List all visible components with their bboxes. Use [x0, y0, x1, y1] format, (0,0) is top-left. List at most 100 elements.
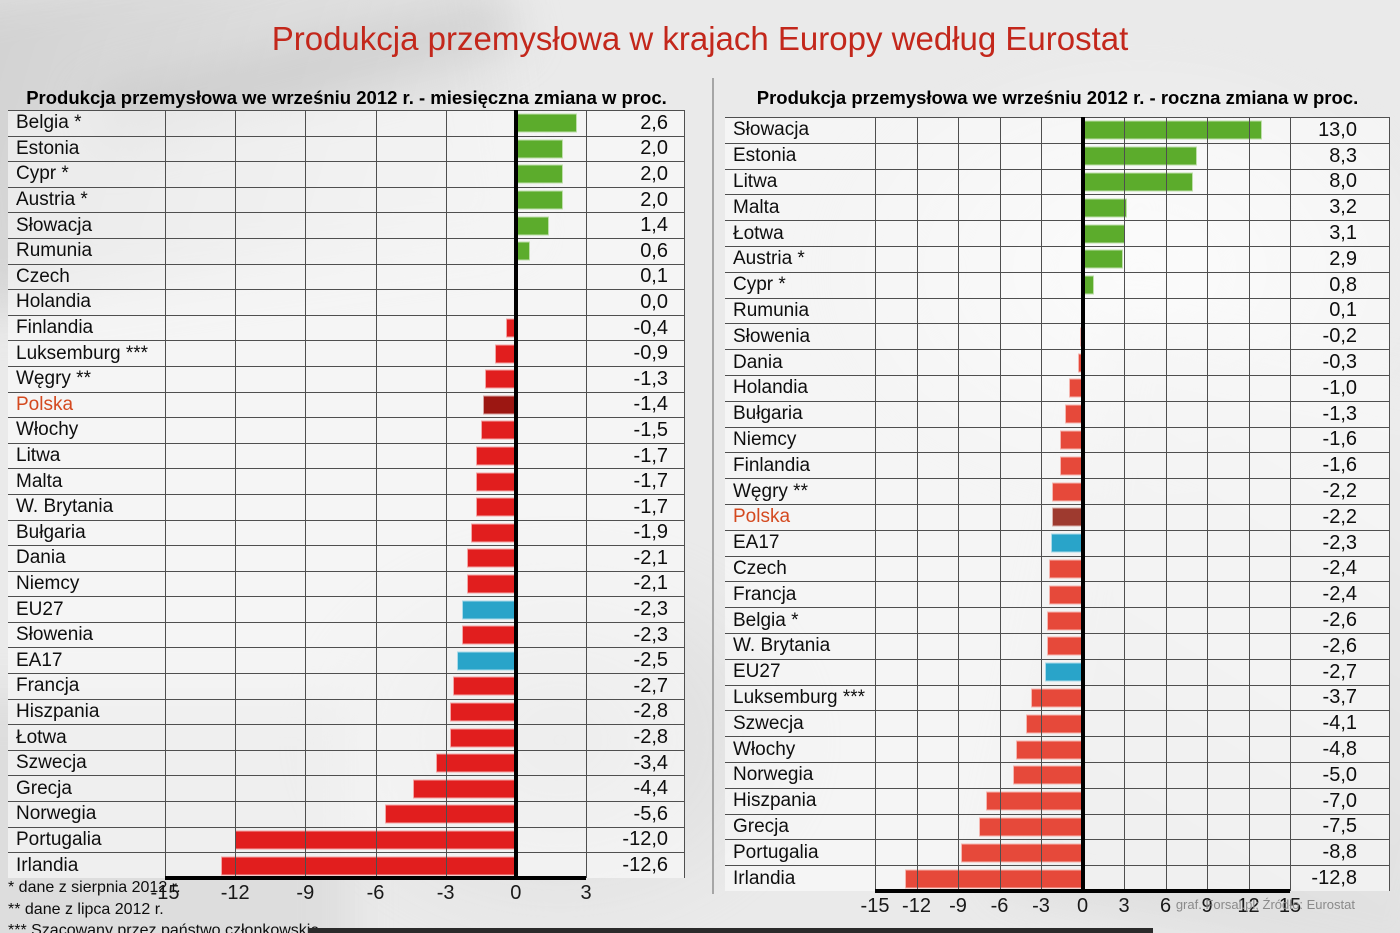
table-row: Litwa -1,7	[8, 442, 685, 469]
bar-cell	[875, 711, 1290, 736]
axis-tick-label: 12	[1237, 894, 1260, 917]
bar-cell	[875, 789, 1290, 814]
table-row: Grecja -4,4	[8, 775, 685, 802]
bar-cell	[165, 213, 586, 238]
value-label: -2,6	[1322, 609, 1357, 632]
table-row: Austria * 2,9	[725, 245, 1390, 272]
table-row: Bułgaria -1,9	[8, 519, 685, 546]
footnote-line: *** Szacowany przez państwo członkowskie	[8, 922, 320, 933]
value-label: -3,7	[1322, 686, 1357, 709]
value-bar	[1082, 120, 1263, 140]
bar-cell	[165, 521, 586, 546]
value-label: 0,1	[1329, 299, 1357, 322]
value-label: 3,1	[1329, 222, 1357, 245]
country-label: Estonia	[733, 145, 797, 167]
value-bar	[480, 420, 516, 440]
table-row: Włochy -1,5	[8, 417, 685, 443]
monthly-change-chart: Produkcja przemysłowa we wrześniu 2012 r…	[8, 85, 685, 908]
country-label: EA17	[733, 532, 780, 554]
bar-cell	[875, 144, 1290, 169]
bar-cell	[165, 393, 586, 418]
table-row: Łotwa 3,1	[725, 220, 1390, 246]
country-label: Łotwa	[733, 222, 784, 244]
bar-cell	[875, 247, 1290, 272]
table-row: Portugalia -12,0	[8, 826, 685, 853]
value-bar	[466, 574, 516, 594]
value-bar	[450, 728, 516, 748]
country-label: Malta	[733, 196, 780, 218]
country-label: Austria *	[16, 189, 88, 211]
table-row: Belgia * 2,6	[8, 110, 685, 136]
table-row: Dania -0,3	[725, 349, 1390, 375]
value-label: -7,5	[1322, 815, 1357, 838]
country-label: W. Brytania	[16, 496, 114, 518]
table-row: Cypr * 2,0	[8, 161, 685, 187]
bar-cell	[875, 118, 1290, 143]
country-label: Słowacja	[733, 119, 810, 141]
bar-cell	[165, 495, 586, 520]
table-row: Malta 3,2	[725, 194, 1390, 221]
value-bar	[1050, 533, 1083, 553]
country-label: Dania	[16, 547, 66, 569]
bar-cell	[875, 840, 1290, 865]
value-label: -0,3	[1322, 351, 1357, 374]
value-bar	[515, 216, 549, 236]
country-label: Belgia *	[733, 609, 799, 631]
country-label: Węgry **	[733, 480, 808, 502]
country-label: Portugalia	[16, 828, 102, 850]
value-bar	[1016, 740, 1083, 760]
value-label: -2,7	[633, 674, 668, 697]
table-row: Węgry ** -2,2	[725, 478, 1390, 504]
value-bar	[1068, 378, 1083, 398]
value-bar	[485, 369, 516, 389]
value-label: -2,5	[633, 649, 668, 672]
value-bar	[1049, 585, 1083, 605]
table-row: Dania -2,1	[8, 545, 685, 571]
value-label: -2,6	[1322, 634, 1357, 657]
bar-cell	[165, 316, 586, 341]
country-label: Irlandia	[16, 854, 79, 876]
bar-cell	[875, 557, 1290, 582]
bar-cell	[165, 444, 586, 469]
plot-bottom-border	[875, 888, 1290, 893]
value-label: -2,8	[633, 700, 668, 723]
bar-cell	[165, 751, 586, 776]
bottom-dark-strip	[308, 928, 1153, 933]
table-row: Niemcy -1,6	[725, 426, 1390, 453]
country-label: Dania	[733, 351, 783, 373]
bar-cell	[165, 137, 586, 162]
country-label: Słowenia	[733, 325, 811, 347]
axis-tick-label: -3	[436, 881, 455, 904]
value-bar	[384, 804, 516, 824]
axis-tick-label: -12	[902, 894, 931, 917]
value-label: -1,3	[1322, 402, 1357, 425]
value-bar	[978, 817, 1083, 837]
value-bar	[1082, 172, 1194, 192]
country-label: Węgry **	[16, 368, 91, 390]
value-label: 2,0	[640, 162, 668, 185]
value-bar	[1025, 714, 1083, 734]
value-bar	[1031, 688, 1083, 708]
country-label: Szwecja	[16, 752, 87, 774]
x-axis: -15 -12 -9 -6 -3 0 3 6 9 12 15	[861, 894, 1302, 921]
table-row: Finlandia -0,4	[8, 314, 685, 341]
chart-table: Belgia * 2,6 Estonia 2,0 Cypr * 2,0 Austria * 2…	[8, 110, 685, 880]
bar-cell	[165, 111, 586, 136]
table-row: Holandia -1,0	[725, 374, 1390, 401]
table-row: Irlandia -12,8	[725, 865, 1390, 891]
country-label: Malta	[16, 470, 63, 492]
country-label: Niemcy	[16, 572, 80, 594]
page-title: Produkcja przemysłowa w krajach Europy w…	[271, 20, 1129, 57]
country-label: Luksemburg ***	[16, 342, 149, 364]
value-bar	[515, 113, 577, 133]
value-label: -2,3	[1322, 531, 1357, 554]
value-label: -2,2	[1322, 480, 1357, 503]
bar-cell	[875, 402, 1290, 427]
value-bar	[515, 164, 563, 184]
country-label: Cypr *	[16, 163, 69, 185]
country-label: Estonia	[16, 137, 80, 159]
country-label: Holandia	[733, 377, 808, 399]
country-label: EA17	[16, 649, 63, 671]
footnote-line: * dane z sierpnia 2012 r.	[8, 879, 181, 896]
value-label: 0,1	[640, 265, 668, 288]
